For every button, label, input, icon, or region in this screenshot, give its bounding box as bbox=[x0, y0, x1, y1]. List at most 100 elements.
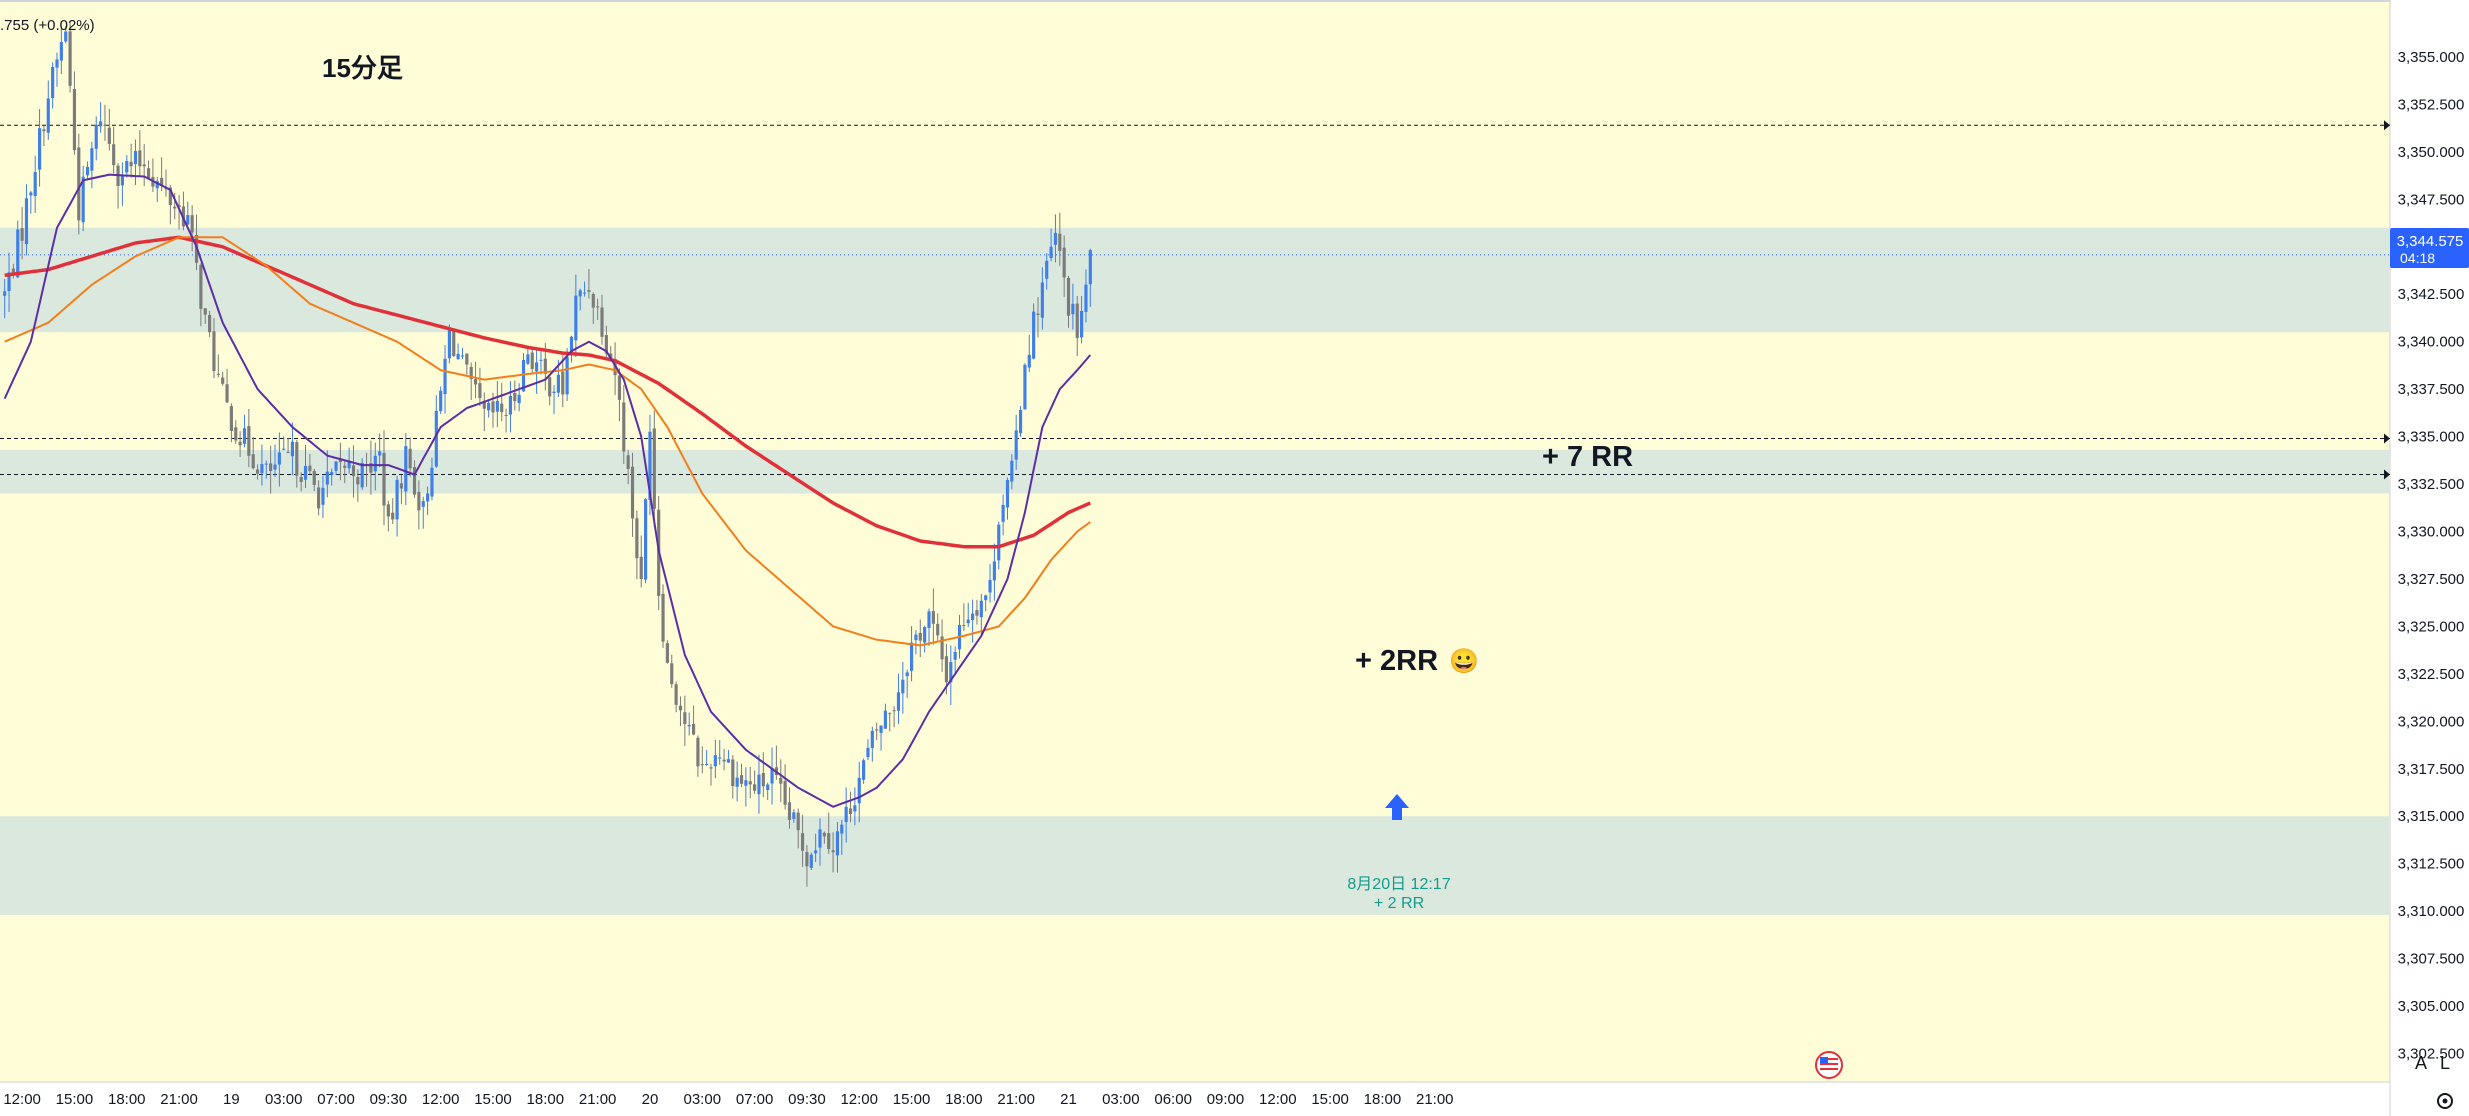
log-scale-button[interactable]: L bbox=[2440, 1053, 2450, 1073]
price-tick-label: 3,305.000 bbox=[2398, 998, 2465, 1015]
candle-body bbox=[609, 353, 613, 358]
candle-body bbox=[1032, 311, 1036, 359]
time-axis-panel[interactable] bbox=[0, 1082, 2390, 1116]
level-marker-0 bbox=[2384, 120, 2390, 131]
time-tick-label: 19 bbox=[223, 1091, 240, 1108]
candle-body bbox=[1014, 430, 1018, 460]
time-tick-label: 12:00 bbox=[3, 1091, 41, 1108]
candle-body bbox=[160, 177, 164, 186]
candle-body bbox=[722, 759, 726, 762]
candle-body bbox=[805, 852, 809, 867]
candle-body bbox=[199, 264, 203, 309]
candle-body bbox=[726, 759, 731, 763]
candle-body bbox=[535, 362, 539, 372]
candle-body bbox=[1027, 354, 1031, 368]
auto-scale-button[interactable]: A bbox=[2415, 1053, 2427, 1073]
candle-body bbox=[426, 493, 430, 502]
price-tick-label: 3,330.000 bbox=[2398, 524, 2465, 541]
candle-body bbox=[944, 656, 949, 683]
time-tick-label: 07:00 bbox=[736, 1091, 774, 1108]
candle-body bbox=[1062, 247, 1066, 278]
candle-body bbox=[46, 98, 50, 133]
time-tick-label: 12:00 bbox=[840, 1091, 878, 1108]
candle-body bbox=[203, 308, 207, 315]
price-tick-label: 3,322.500 bbox=[2398, 666, 2465, 683]
candle-body bbox=[382, 452, 386, 506]
candle-body bbox=[927, 611, 931, 628]
candle-body bbox=[896, 692, 901, 711]
candle-body bbox=[360, 462, 364, 488]
candle-body bbox=[857, 777, 861, 804]
candle-body bbox=[460, 355, 465, 357]
candle-body bbox=[674, 684, 678, 705]
candle-body bbox=[452, 330, 456, 357]
candle-body bbox=[59, 42, 63, 61]
candle-body bbox=[848, 808, 853, 814]
candle-body bbox=[72, 89, 77, 151]
candle-body bbox=[1058, 233, 1062, 251]
candle-body bbox=[1080, 310, 1084, 338]
time-tick-label: 21:00 bbox=[160, 1091, 198, 1108]
candle-body bbox=[548, 377, 552, 397]
candle-body bbox=[85, 166, 90, 176]
candle-body bbox=[42, 129, 46, 132]
time-tick-label: 21:00 bbox=[1416, 1091, 1454, 1108]
candle-body bbox=[55, 59, 59, 68]
candle-body bbox=[630, 466, 635, 519]
candle-body bbox=[949, 661, 953, 683]
candle-body bbox=[796, 812, 800, 831]
candle-body bbox=[709, 767, 713, 769]
candle-body bbox=[129, 161, 133, 167]
candle-body bbox=[212, 331, 216, 371]
candle-body bbox=[639, 556, 643, 580]
time-tick-label: 21 bbox=[1060, 1091, 1077, 1108]
candle-body bbox=[251, 454, 255, 469]
candle-body bbox=[779, 777, 783, 784]
price-tick-label: 3,350.000 bbox=[2398, 144, 2465, 161]
time-tick-label: 07:00 bbox=[317, 1091, 355, 1108]
candle-body bbox=[1071, 303, 1075, 315]
candle-body bbox=[260, 464, 264, 474]
candle-body bbox=[133, 151, 138, 165]
candle-body bbox=[718, 757, 722, 759]
candle-body bbox=[443, 358, 447, 395]
candle-body bbox=[918, 632, 922, 641]
candle-body bbox=[321, 487, 325, 505]
support-resistance-zones bbox=[0, 227, 2390, 915]
candle-body bbox=[792, 812, 796, 819]
candle-body bbox=[190, 215, 194, 233]
candle-body bbox=[225, 384, 229, 403]
candle-body bbox=[988, 580, 992, 593]
candle-body bbox=[173, 206, 177, 209]
candle-body bbox=[508, 395, 513, 415]
candle-body bbox=[290, 441, 295, 457]
candle-body bbox=[735, 777, 739, 787]
us-flag-icon[interactable] bbox=[1815, 1051, 1843, 1079]
candle-body bbox=[369, 463, 373, 473]
time-tick-label: 03:00 bbox=[684, 1091, 722, 1108]
candle-body bbox=[417, 491, 421, 511]
price-tick-label: 3,342.500 bbox=[2398, 286, 2465, 303]
candle-body bbox=[434, 410, 438, 467]
candle-body bbox=[569, 336, 574, 354]
candle-body bbox=[971, 613, 975, 621]
time-tick-label: 09:30 bbox=[370, 1091, 408, 1108]
time-tick-label: 21:00 bbox=[997, 1091, 1035, 1108]
candle-body bbox=[242, 428, 247, 444]
entry-date-label: 8月20日 12:17 bbox=[1347, 876, 1450, 893]
candle-body bbox=[33, 172, 37, 197]
candle-body bbox=[99, 121, 103, 127]
candle-body bbox=[744, 780, 748, 786]
settings-icon[interactable] bbox=[2437, 1093, 2453, 1109]
price-axis-panel[interactable] bbox=[2390, 0, 2469, 1116]
price-tick-label: 3,307.500 bbox=[2398, 951, 2465, 968]
time-tick-label: 20 bbox=[642, 1091, 659, 1108]
candle-body bbox=[840, 824, 844, 834]
candle-body bbox=[1053, 232, 1058, 245]
candle-body bbox=[513, 392, 517, 402]
rr-annotation-7: + 7 RR bbox=[1542, 441, 1633, 473]
candle-body bbox=[186, 215, 190, 225]
candle-body bbox=[469, 366, 473, 379]
